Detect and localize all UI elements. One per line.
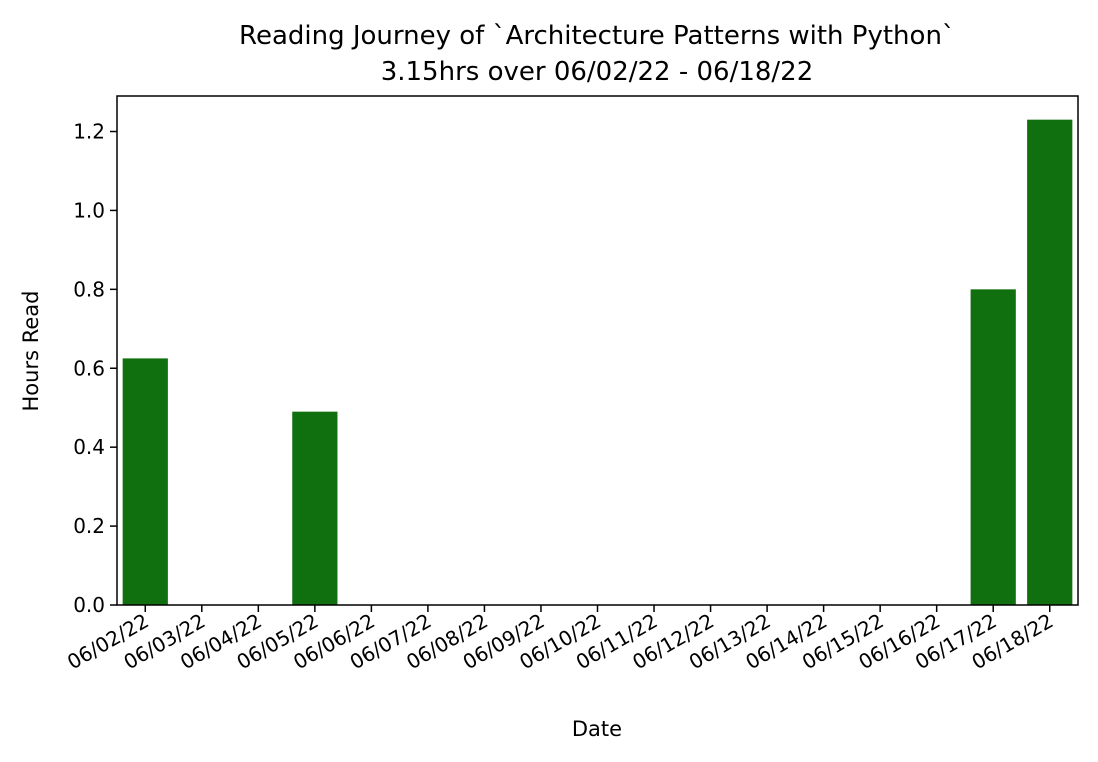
y-tick-label: 0.0 (73, 593, 105, 617)
y-axis-label: Hours Read (19, 291, 43, 412)
x-ticks-group: 06/02/2206/03/2206/04/2206/05/2206/06/22… (63, 605, 1057, 674)
y-tick-label: 1.2 (73, 120, 105, 144)
y-tick-label: 0.6 (73, 356, 105, 380)
plot-frame (116, 95, 1079, 606)
chart-subtitle: 3.15hrs over 06/02/22 - 06/18/22 (381, 57, 814, 87)
bar-06-02-22 (122, 358, 168, 605)
bars-group (122, 119, 1073, 606)
bar-06-05-22 (292, 411, 338, 605)
y-tick-label: 1.0 (73, 198, 105, 222)
bar-06-18-22 (1027, 119, 1073, 606)
chart-title: Reading Journey of `Architecture Pattern… (239, 21, 955, 51)
y-tick-label: 0.4 (73, 435, 105, 459)
bar-06-17-22 (970, 289, 1016, 605)
x-axis-label: Date (572, 717, 622, 741)
y-ticks-group: 0.0 0.2 0.4 0.6 0.8 1.0 1.2 (73, 120, 117, 617)
y-tick-label: 0.8 (73, 277, 105, 301)
y-tick-label: 0.2 (73, 514, 105, 538)
